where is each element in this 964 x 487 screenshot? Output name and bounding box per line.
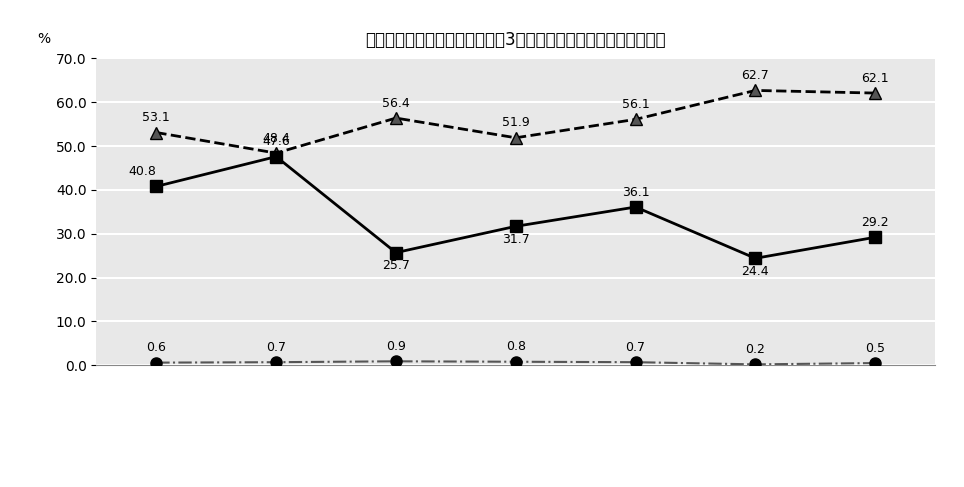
Text: 56.1: 56.1: [622, 98, 650, 111]
Text: 24.4: 24.4: [741, 265, 769, 278]
Text: %: %: [38, 32, 51, 46]
Text: 53.1: 53.1: [143, 111, 171, 124]
Text: 62.1: 62.1: [862, 72, 889, 85]
Text: 0.7: 0.7: [626, 341, 646, 354]
Text: 29.2: 29.2: [862, 216, 889, 229]
Text: 48.4: 48.4: [262, 132, 290, 145]
Text: 25.7: 25.7: [382, 259, 410, 272]
Text: 0.2: 0.2: [745, 343, 765, 356]
Text: 0.7: 0.7: [266, 341, 286, 354]
Text: 0.8: 0.8: [506, 340, 525, 354]
Text: 0.5: 0.5: [865, 342, 885, 355]
Text: 51.9: 51.9: [502, 116, 529, 130]
Title: 管理費又は修繕積立金の滞納（3ヶ月以上）の有無と滞納住戸割合: 管理費又は修繕積立金の滞納（3ヶ月以上）の有無と滞納住戸割合: [365, 31, 666, 49]
Text: 40.8: 40.8: [128, 165, 156, 178]
Text: 0.6: 0.6: [147, 341, 166, 354]
Text: 31.7: 31.7: [502, 233, 529, 246]
Text: 36.1: 36.1: [622, 186, 650, 199]
Text: 56.4: 56.4: [382, 97, 410, 110]
Text: 47.6: 47.6: [262, 135, 290, 148]
Text: 0.9: 0.9: [386, 340, 406, 353]
Text: 62.7: 62.7: [741, 69, 769, 82]
